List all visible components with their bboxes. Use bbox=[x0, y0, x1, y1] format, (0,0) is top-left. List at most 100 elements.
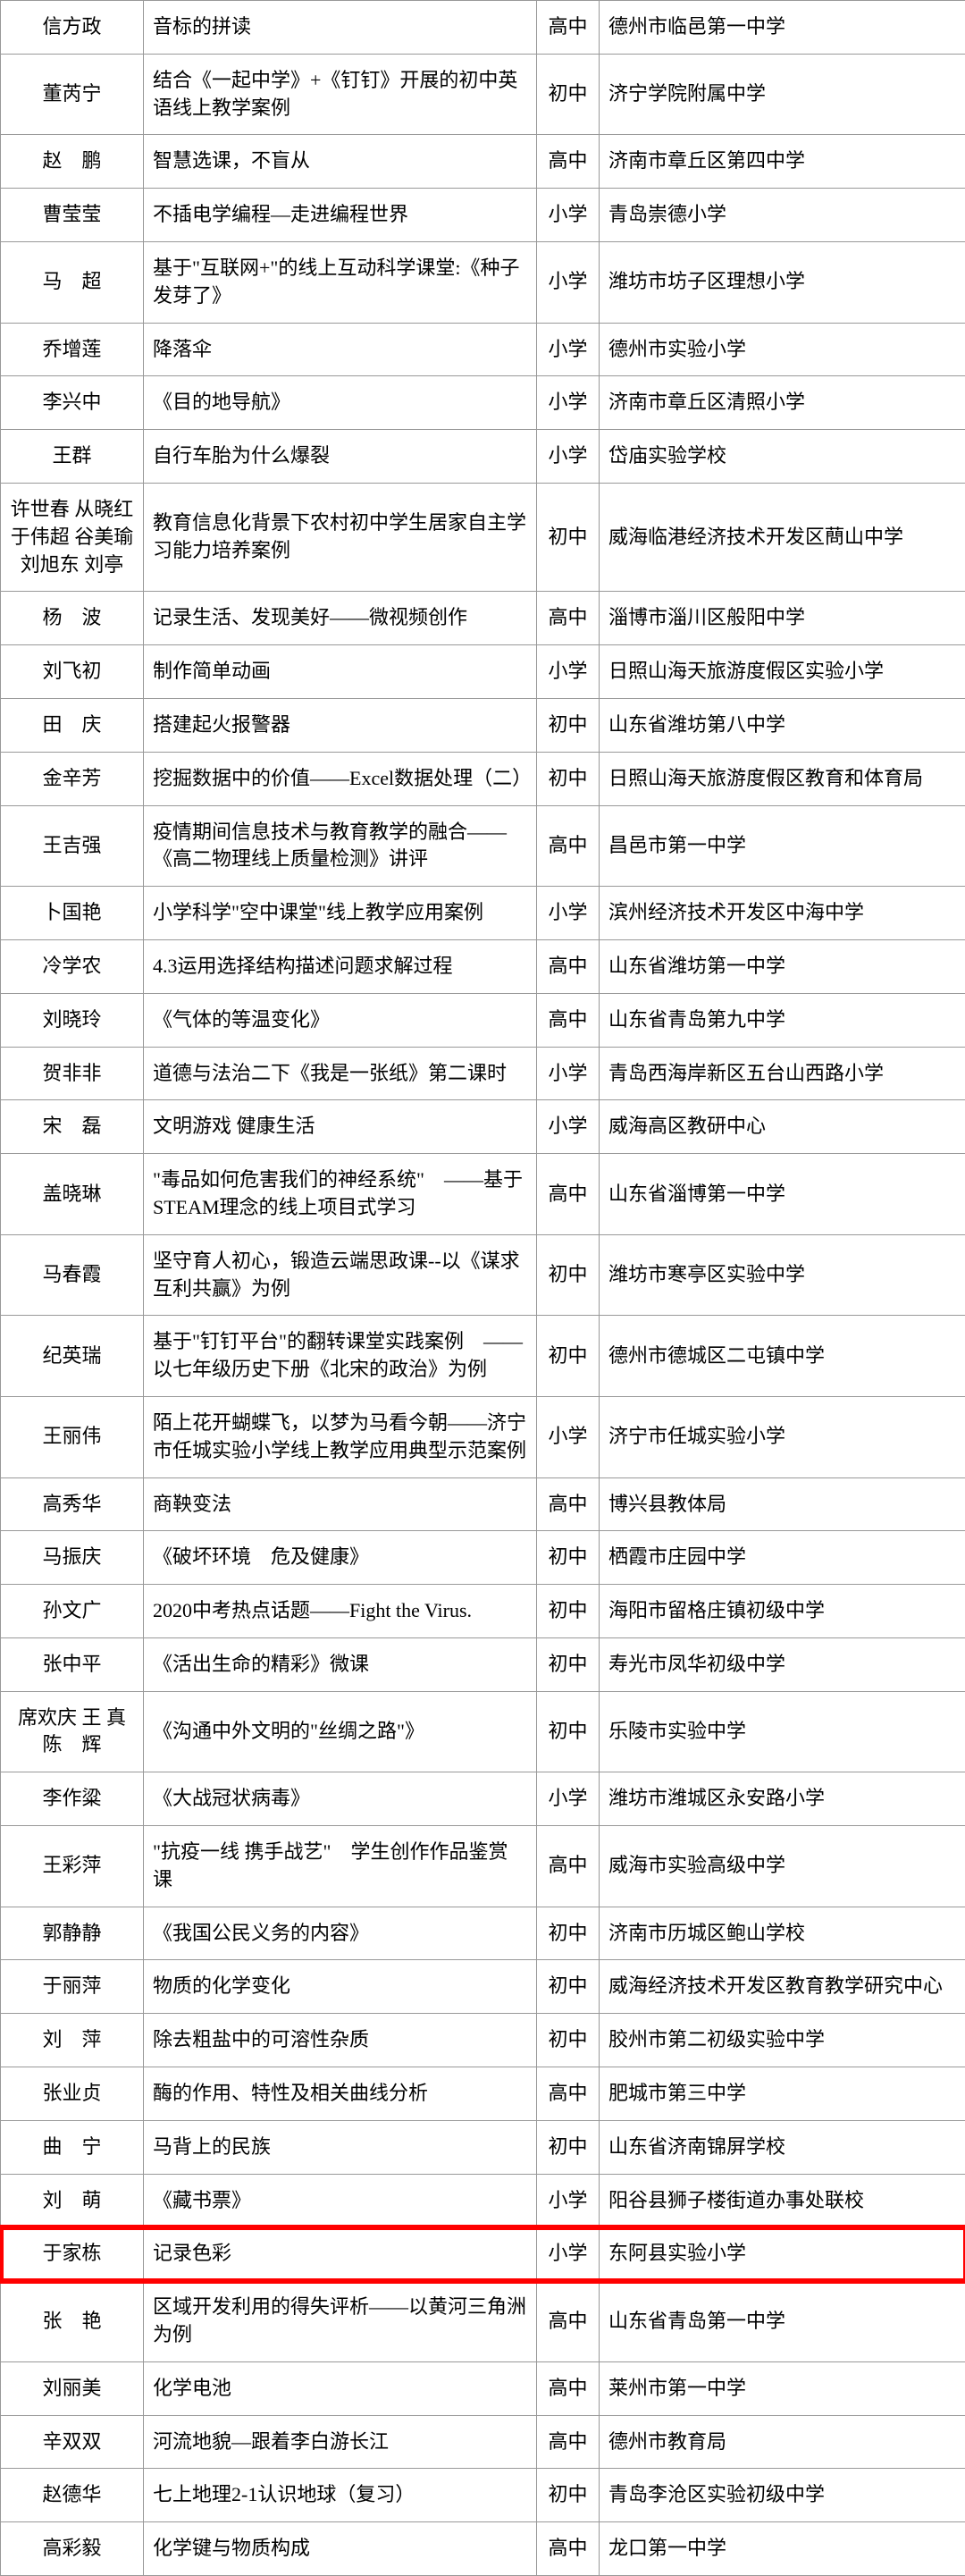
cell-level: 小学 bbox=[537, 1772, 600, 1826]
cell-level: 初中 bbox=[537, 2120, 600, 2174]
table-row: 孙文广2020中考热点话题——Fight the Virus.初中海阳市留格庄镇… bbox=[1, 1585, 965, 1638]
cell-name: 宋 磊 bbox=[1, 1100, 144, 1154]
cell-title: 挖掘数据中的价值——Excel数据处理（二） bbox=[144, 752, 537, 805]
cell-level: 高中 bbox=[537, 993, 600, 1047]
cell-name: 马振庆 bbox=[1, 1531, 144, 1585]
cell-school: 青岛西海岸新区五台山西路小学 bbox=[600, 1047, 965, 1100]
cell-school: 乐陵市实验中学 bbox=[600, 1691, 965, 1772]
cell-school: 山东省青岛第一中学 bbox=[600, 2281, 965, 2362]
cell-name: 赵 鹏 bbox=[1, 135, 144, 189]
cell-name: 盖晓琳 bbox=[1, 1154, 144, 1235]
cell-school: 济南市章丘区第四中学 bbox=[600, 135, 965, 189]
cell-name: 王群 bbox=[1, 430, 144, 484]
cell-title: 小学科学"空中课堂"线上教学应用案例 bbox=[144, 887, 537, 940]
cell-name: 张中平 bbox=[1, 1637, 144, 1691]
cell-name: 卜国艳 bbox=[1, 887, 144, 940]
cell-level: 高中 bbox=[537, 592, 600, 645]
cell-school: 山东省济南锦屏学校 bbox=[600, 2120, 965, 2174]
table-row: 曲 宁马背上的民族初中山东省济南锦屏学校 bbox=[1, 2120, 965, 2174]
cell-title: 除去粗盐中的可溶性杂质 bbox=[144, 2014, 537, 2067]
cell-name: 王丽伟 bbox=[1, 1396, 144, 1477]
cell-title: 酶的作用、特性及相关曲线分析 bbox=[144, 2067, 537, 2121]
cell-level: 高中 bbox=[537, 1477, 600, 1531]
cell-level: 初中 bbox=[537, 1234, 600, 1316]
cell-level: 高中 bbox=[537, 2415, 600, 2469]
cell-title: 《气体的等温变化》 bbox=[144, 993, 537, 1047]
cell-level: 初中 bbox=[537, 1585, 600, 1638]
table-row: 赵 鹏智慧选课，不盲从高中济南市章丘区第四中学 bbox=[1, 135, 965, 189]
cell-name: 孙文广 bbox=[1, 1585, 144, 1638]
table-row: 杨 波记录生活、发现美好——微视频创作高中淄博市淄川区般阳中学 bbox=[1, 592, 965, 645]
cell-school: 淄博市淄川区般阳中学 bbox=[600, 592, 965, 645]
cell-name: 于丽萍 bbox=[1, 1960, 144, 2014]
cell-title: 马背上的民族 bbox=[144, 2120, 537, 2174]
cell-level: 初中 bbox=[537, 1907, 600, 1960]
cell-school: 济宁市任城实验小学 bbox=[600, 1396, 965, 1477]
cell-title: 区域开发利用的得失评析——以黄河三角洲为例 bbox=[144, 2281, 537, 2362]
cell-name: 李作粱 bbox=[1, 1772, 144, 1826]
cell-title: 不插电学编程—走进编程世界 bbox=[144, 189, 537, 242]
cell-title: 七上地理2-1认识地球（复习） bbox=[144, 2469, 537, 2522]
cell-title: 商鞅变法 bbox=[144, 1477, 537, 1531]
cell-title: 物质的化学变化 bbox=[144, 1960, 537, 2014]
cell-level: 高中 bbox=[537, 1, 600, 55]
cell-name: 马 超 bbox=[1, 241, 144, 323]
cell-title: 化学电池 bbox=[144, 2361, 537, 2415]
cell-title: 《沟通中外文明的"丝绸之路"》 bbox=[144, 1691, 537, 1772]
cell-level: 小学 bbox=[537, 1396, 600, 1477]
table-row: 马 超基于"互联网+"的线上互动科学课堂:《种子发芽了》小学潍坊市坊子区理想小学 bbox=[1, 241, 965, 323]
cell-level: 初中 bbox=[537, 2469, 600, 2522]
cell-name: 贺非非 bbox=[1, 1047, 144, 1100]
cell-school: 山东省潍坊第一中学 bbox=[600, 939, 965, 993]
cell-title: 智慧选课，不盲从 bbox=[144, 135, 537, 189]
table-row: 于家栋记录色彩小学东阿县实验小学 bbox=[1, 2227, 965, 2281]
cell-title: 教育信息化背景下农村初中学生居家自主学习能力培养案例 bbox=[144, 483, 537, 591]
cell-name: 于家栋 bbox=[1, 2227, 144, 2281]
cell-level: 小学 bbox=[537, 430, 600, 484]
cell-level: 初中 bbox=[537, 1531, 600, 1585]
cell-school: 济南市历城区鲍山学校 bbox=[600, 1907, 965, 1960]
cell-name: 刘 萌 bbox=[1, 2174, 144, 2227]
cell-name: 纪英瑞 bbox=[1, 1316, 144, 1397]
cell-name: 赵德华 bbox=[1, 2469, 144, 2522]
cell-name: 冷学农 bbox=[1, 939, 144, 993]
cell-name: 张 艳 bbox=[1, 2281, 144, 2362]
cell-school: 威海经济技术开发区教育教学研究中心 bbox=[600, 1960, 965, 2014]
cell-school: 潍坊市坊子区理想小学 bbox=[600, 241, 965, 323]
table-row: 席欢庆 王 真 陈 辉《沟通中外文明的"丝绸之路"》初中乐陵市实验中学 bbox=[1, 1691, 965, 1772]
cell-school: 昌邑市第一中学 bbox=[600, 805, 965, 887]
cell-school: 德州市教育局 bbox=[600, 2415, 965, 2469]
cell-level: 初中 bbox=[537, 1316, 600, 1397]
cell-level: 初中 bbox=[537, 54, 600, 135]
table-row: 信方政音标的拼读高中德州市临邑第一中学 bbox=[1, 1, 965, 55]
cell-name: 曲 宁 bbox=[1, 2120, 144, 2174]
table-row: 刘飞初制作简单动画小学日照山海天旅游度假区实验小学 bbox=[1, 645, 965, 699]
cell-title: 《藏书票》 bbox=[144, 2174, 537, 2227]
cell-name: 辛双双 bbox=[1, 2415, 144, 2469]
cell-school: 阳谷县狮子楼街道办事处联校 bbox=[600, 2174, 965, 2227]
cell-name: 刘晓玲 bbox=[1, 993, 144, 1047]
cell-level: 小学 bbox=[537, 1047, 600, 1100]
cell-level: 小学 bbox=[537, 241, 600, 323]
cell-school: 威海临港经济技术开发区蔄山中学 bbox=[600, 483, 965, 591]
cell-title: 4.3运用选择结构描述问题求解过程 bbox=[144, 939, 537, 993]
cell-title: 《我国公民义务的内容》 bbox=[144, 1907, 537, 1960]
table-row: 赵德华七上地理2-1认识地球（复习）初中青岛李沧区实验初级中学 bbox=[1, 2469, 965, 2522]
cell-name: 刘 萍 bbox=[1, 2014, 144, 2067]
cell-level: 初中 bbox=[537, 1960, 600, 2014]
cell-level: 初中 bbox=[537, 1691, 600, 1772]
table-row: 刘 萌《藏书票》小学阳谷县狮子楼街道办事处联校 bbox=[1, 2174, 965, 2227]
cell-school: 山东省淄博第一中学 bbox=[600, 1154, 965, 1235]
cell-school: 岱庙实验学校 bbox=[600, 430, 965, 484]
cell-title: 陌上花开蝴蝶飞，以梦为马看今朝——济宁市任城实验小学线上教学应用典型示范案例 bbox=[144, 1396, 537, 1477]
table-row: 马振庆《破坏环境 危及健康》初中栖霞市庄园中学 bbox=[1, 1531, 965, 1585]
cell-name: 金辛芳 bbox=[1, 752, 144, 805]
cell-title: 坚守育人初心，锻造云端思政课--以《谋求互利共赢》为例 bbox=[144, 1234, 537, 1316]
cell-school: 栖霞市庄园中学 bbox=[600, 1531, 965, 1585]
cell-school: 博兴县教体局 bbox=[600, 1477, 965, 1531]
cell-school: 青岛崇德小学 bbox=[600, 189, 965, 242]
table-row: 贺非非道德与法治二下《我是一张纸》第二课时小学青岛西海岸新区五台山西路小学 bbox=[1, 1047, 965, 1100]
cell-name: 王彩萍 bbox=[1, 1826, 144, 1907]
cell-level: 高中 bbox=[537, 939, 600, 993]
table-row: 高彩毅化学键与物质构成高中龙口第一中学 bbox=[1, 2522, 965, 2576]
